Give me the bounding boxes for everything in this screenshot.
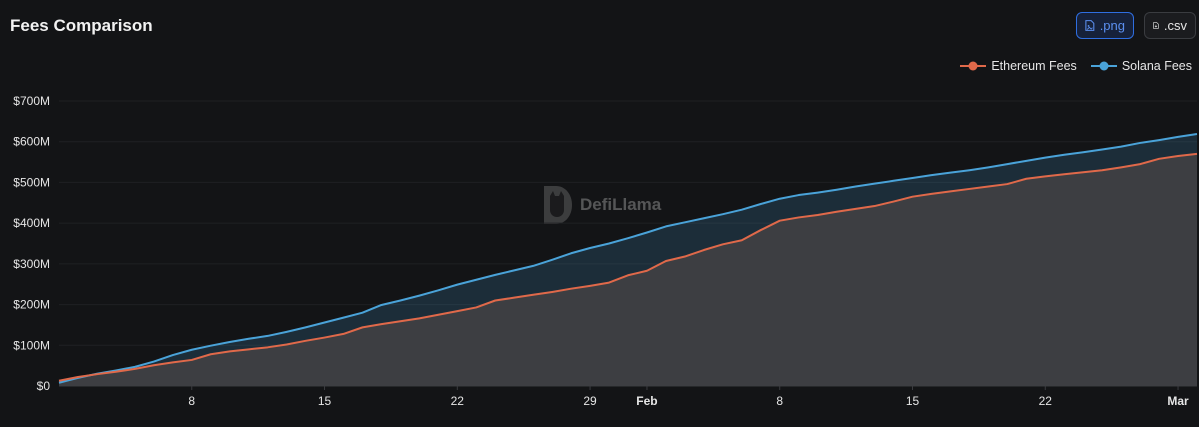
ethereum-line: [58, 152, 1198, 382]
x-tick-label: 29: [583, 394, 597, 408]
defillama-watermark: DefiLlama: [542, 184, 661, 226]
x-tick-label: 22: [451, 394, 465, 408]
legend-item-solana[interactable]: Solana Fees: [1090, 59, 1192, 73]
download-csv-button[interactable]: .csv: [1144, 12, 1196, 39]
x-tick-label: 15: [906, 394, 920, 408]
legend-swatch-solana: [1090, 61, 1117, 71]
y-tick-label: $400M: [13, 216, 50, 230]
y-tick-label: $300M: [13, 257, 50, 271]
x-tick-label: 8: [776, 394, 783, 408]
y-tick-label: $0: [37, 379, 51, 393]
x-tick-label: Feb: [636, 394, 657, 408]
y-tick-label: $600M: [13, 135, 50, 149]
defillama-logo-icon: [544, 186, 572, 224]
download-png-button[interactable]: .png: [1076, 12, 1134, 39]
x-tick-label: Mar: [1167, 394, 1189, 408]
x-tick-label: 22: [1039, 394, 1053, 408]
file-image-icon: [1085, 20, 1095, 31]
y-tick-label: $100M: [13, 338, 50, 352]
chart-title: Fees Comparison: [10, 16, 153, 35]
chart-legend: Ethereum Fees Solana Fees: [960, 59, 1192, 73]
file-download-icon: [1153, 22, 1159, 29]
x-tick-label: 8: [188, 394, 195, 408]
y-tick-label: $200M: [13, 298, 50, 312]
legend-item-ethereum[interactable]: Ethereum Fees: [960, 59, 1077, 73]
legend-label-solana: Solana Fees: [1121, 59, 1192, 73]
y-tick-label: $700M: [13, 94, 50, 108]
y-tick-label: $500M: [13, 175, 50, 189]
x-tick-label: 15: [318, 394, 332, 408]
watermark-text: DefiLlama: [580, 195, 662, 214]
solana-line: [58, 132, 1198, 384]
download-png-label: .png: [1099, 18, 1125, 33]
legend-swatch-ethereum: [960, 61, 987, 71]
ethereum-area: [59, 153, 1197, 386]
legend-label-ethereum: Ethereum Fees: [991, 59, 1077, 73]
download-csv-label: .csv: [1163, 18, 1187, 33]
